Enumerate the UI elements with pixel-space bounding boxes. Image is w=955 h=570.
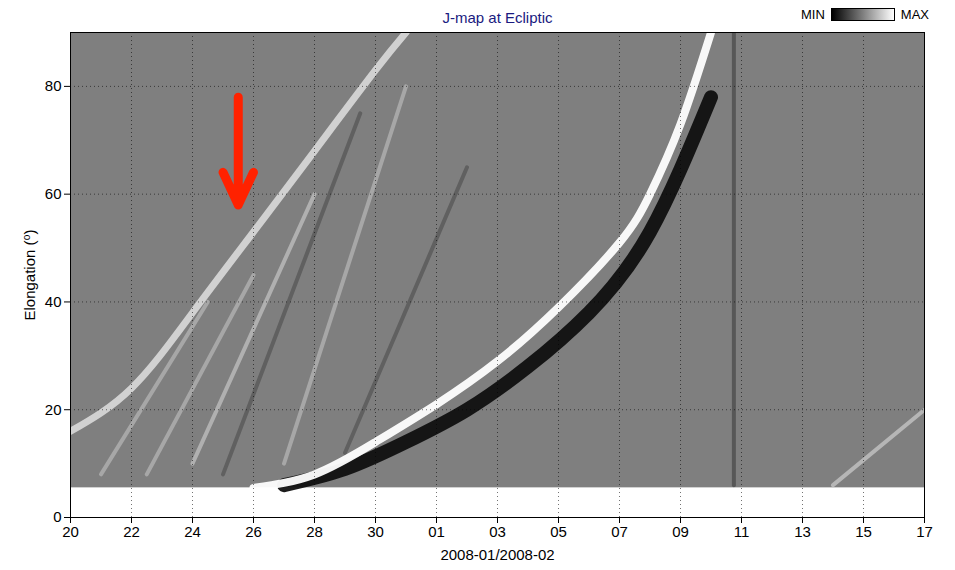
svg-text:2008-01/2008-02: 2008-01/2008-02 bbox=[440, 546, 554, 563]
svg-text:80: 80 bbox=[45, 77, 62, 94]
svg-text:03: 03 bbox=[489, 523, 506, 540]
svg-text:11: 11 bbox=[734, 523, 750, 540]
svg-text:20: 20 bbox=[62, 523, 79, 540]
svg-text:0: 0 bbox=[53, 508, 61, 525]
html-text:MIN: MIN bbox=[801, 7, 825, 22]
svg-text:30: 30 bbox=[367, 523, 384, 540]
svg-text:22: 22 bbox=[123, 523, 140, 540]
html-text:MAX: MAX bbox=[900, 7, 929, 22]
svg-text:60: 60 bbox=[45, 185, 62, 202]
svg-text:01: 01 bbox=[428, 523, 445, 540]
svg-text:20: 20 bbox=[45, 401, 62, 418]
svg-text:24: 24 bbox=[184, 523, 201, 540]
svg-text:05: 05 bbox=[550, 523, 567, 540]
svg-text:15: 15 bbox=[855, 523, 872, 540]
svg-text:17: 17 bbox=[916, 523, 933, 540]
svg-text:07: 07 bbox=[611, 523, 628, 540]
svg-text:26: 26 bbox=[245, 523, 262, 540]
svg-text:40: 40 bbox=[45, 293, 62, 310]
svg-text:Elongation (⁰): Elongation (⁰) bbox=[21, 229, 38, 320]
svg-text:28: 28 bbox=[306, 523, 323, 540]
svg-text:13: 13 bbox=[794, 523, 811, 540]
svg-text:J-map at Ecliptic: J-map at Ecliptic bbox=[442, 9, 553, 26]
svg-text:09: 09 bbox=[672, 523, 689, 540]
